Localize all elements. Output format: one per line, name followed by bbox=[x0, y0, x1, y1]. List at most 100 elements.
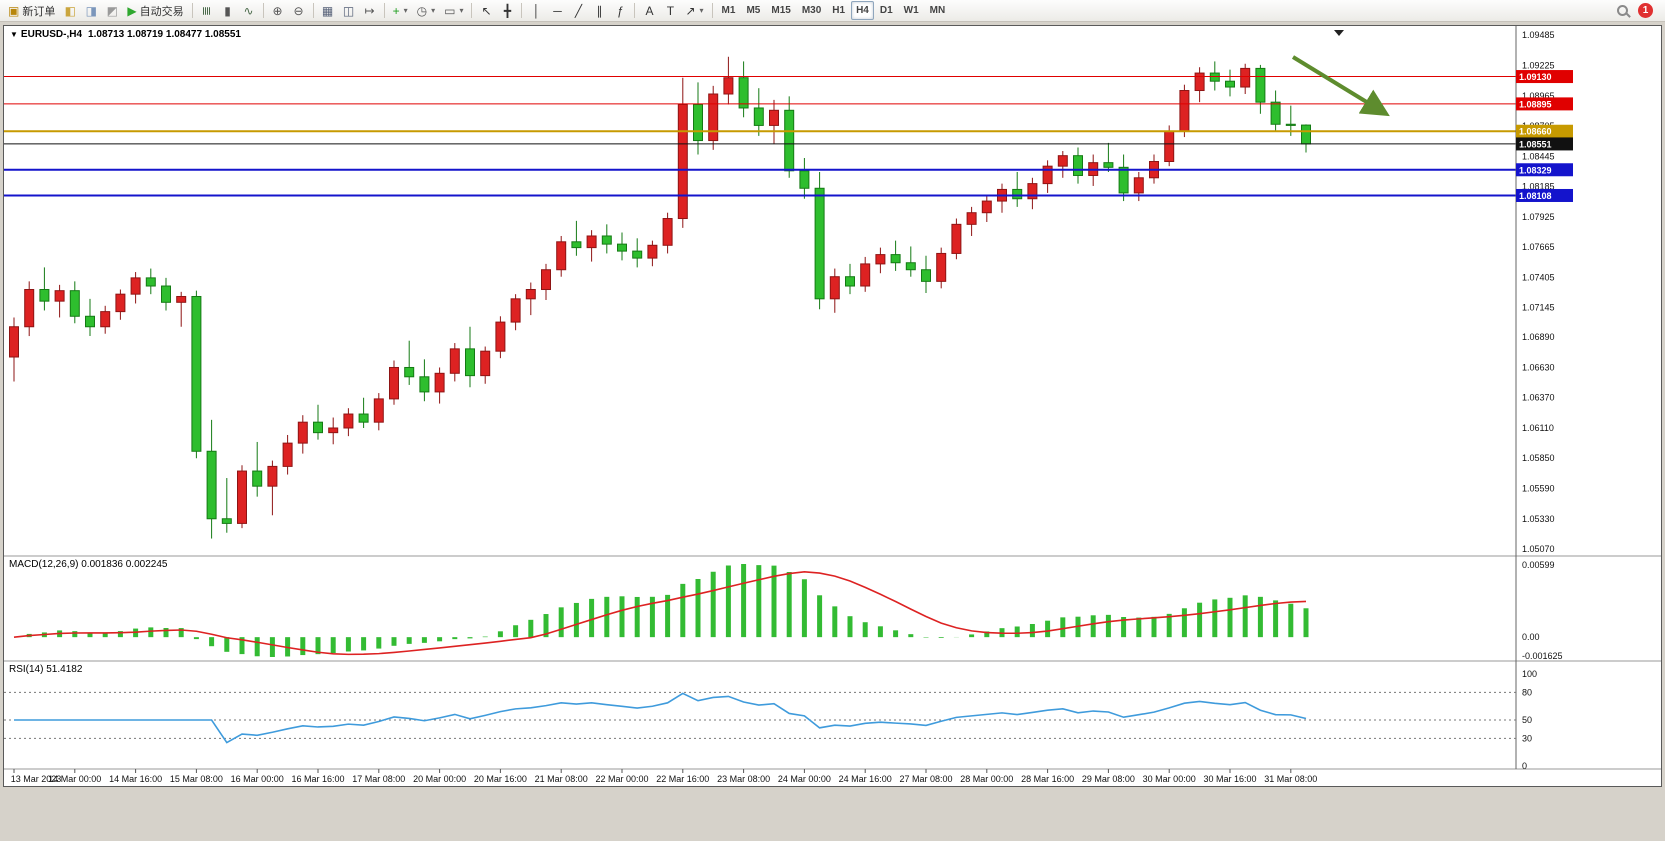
candle-body bbox=[708, 93, 719, 142]
crosshair-button[interactable]: ╋ bbox=[497, 1, 517, 20]
search-icon[interactable] bbox=[1617, 5, 1628, 16]
arrows-icon: ↗ bbox=[685, 3, 696, 18]
candle-body bbox=[465, 348, 475, 377]
periods-button[interactable]: ◷ ▾ bbox=[413, 1, 440, 20]
navigator-button[interactable]: ◩ bbox=[102, 1, 122, 20]
cascade-windows-button[interactable]: ◫ bbox=[339, 1, 359, 20]
timeframe-d1-button[interactable]: D1 bbox=[875, 1, 898, 20]
new-order-button[interactable]: ▣ 新订单 bbox=[4, 1, 59, 20]
timeframe-m5-button[interactable]: M5 bbox=[741, 1, 765, 20]
zoom-in-button[interactable]: ⊕ bbox=[268, 1, 288, 20]
chart-canvas[interactable]: 1.094851.092251.089651.087051.084451.081… bbox=[4, 26, 1661, 786]
indicators-button[interactable]: + ▾ bbox=[389, 1, 412, 20]
time-axis-label: 14 Mar 00:00 bbox=[48, 774, 101, 784]
timeframe-w1-button[interactable]: W1 bbox=[899, 1, 924, 20]
candle-body bbox=[571, 241, 582, 249]
market-watch-button[interactable]: ◧ bbox=[60, 1, 80, 20]
macd-axis-label: 0.00599 bbox=[1522, 560, 1555, 570]
bar-chart-button[interactable]: ≣ bbox=[197, 1, 217, 20]
timeframe-m15-button[interactable]: M15 bbox=[766, 1, 795, 20]
price-axis[interactable]: 1.094851.092251.089651.087051.084451.081… bbox=[1516, 30, 1573, 554]
candle-body bbox=[1209, 72, 1220, 82]
tile-windows-button[interactable]: ▦ bbox=[318, 1, 338, 20]
candle-body bbox=[191, 295, 202, 452]
candle-body bbox=[966, 212, 977, 225]
price-tag bbox=[1516, 97, 1573, 111]
price-axis-label: 1.08965 bbox=[1522, 91, 1555, 101]
notification-badge[interactable]: 1 bbox=[1638, 3, 1653, 18]
dropdown-arrow-icon: ▾ bbox=[459, 6, 464, 15]
time-axis-label: 13 Mar 2023 bbox=[11, 774, 62, 784]
line-chart-button[interactable]: ∿ bbox=[239, 1, 259, 20]
chart-window: 1.094851.092251.089651.087051.084451.081… bbox=[3, 25, 1662, 787]
fibonacci-button[interactable]: ƒ bbox=[610, 1, 630, 20]
one-click-trading-toggle-icon[interactable]: ▼ bbox=[10, 30, 18, 39]
candle-body bbox=[480, 350, 491, 377]
toolbar-separator bbox=[312, 3, 314, 18]
text-button[interactable]: A bbox=[639, 1, 659, 20]
equidistant-channel-button[interactable]: ∥ bbox=[589, 1, 609, 20]
timeframe-mn-button[interactable]: MN bbox=[925, 1, 951, 20]
timeframe-m30-button[interactable]: M30 bbox=[797, 1, 826, 20]
chart-shift-marker[interactable] bbox=[1334, 30, 1344, 36]
vertical-line-icon: │ bbox=[532, 3, 541, 18]
candle-body bbox=[784, 109, 795, 172]
candle-body bbox=[981, 200, 992, 214]
price-tag bbox=[1516, 163, 1573, 177]
rsi-axis-label: 50 bbox=[1522, 715, 1532, 725]
candlestick-chart-button[interactable]: ▮ bbox=[218, 1, 238, 20]
candle-body bbox=[115, 293, 126, 313]
candle-body bbox=[237, 470, 247, 524]
zoom-out-button[interactable]: ⊖ bbox=[289, 1, 309, 20]
price-axis-label: 1.05590 bbox=[1522, 484, 1555, 494]
arrows-button[interactable]: ↗ ▾ bbox=[681, 1, 707, 20]
chart-shift-button[interactable]: ↦ bbox=[360, 1, 380, 20]
candle-body bbox=[1164, 130, 1175, 162]
rsi-panel: 100 80 50 30 0 bbox=[4, 669, 1537, 771]
line-chart-icon: ∿ bbox=[243, 3, 254, 18]
candle-body bbox=[1255, 67, 1266, 103]
horizontal-line-objects[interactable] bbox=[4, 76, 1516, 197]
indicators-icon: + bbox=[392, 3, 400, 18]
candle-body bbox=[769, 109, 779, 126]
price-tag-label: 1.08551 bbox=[1519, 139, 1552, 149]
candle-body bbox=[951, 223, 962, 254]
trendline-button[interactable]: ╱ bbox=[568, 1, 588, 20]
candle-body bbox=[1073, 155, 1083, 176]
macd-panel: 0.00599 0.00 -0.001625 bbox=[13, 560, 1563, 661]
timeframe-d1-button-label: D1 bbox=[879, 5, 893, 16]
timeframe-h4-button[interactable]: H4 bbox=[851, 1, 874, 20]
candle-body bbox=[723, 77, 734, 95]
price-axis-label: 1.06110 bbox=[1522, 423, 1554, 433]
time-axis-label: 30 Mar 16:00 bbox=[1203, 774, 1256, 784]
candle-body bbox=[9, 326, 19, 358]
time-axis-label: 15 Mar 08:00 bbox=[170, 774, 223, 784]
macd-signal-line bbox=[13, 571, 1307, 656]
price-tag-label: 1.08660 bbox=[1519, 127, 1552, 137]
cursor-button[interactable]: ↖ bbox=[476, 1, 496, 20]
vertical-line-button[interactable]: │ bbox=[526, 1, 546, 20]
price-axis-label: 1.06630 bbox=[1522, 362, 1555, 372]
arrow-annotation[interactable] bbox=[1291, 55, 1390, 117]
candle-body bbox=[389, 366, 399, 400]
horizontal-line-button[interactable]: ─ bbox=[547, 1, 567, 20]
candle-body bbox=[130, 277, 141, 295]
chart-title: ▼ EURUSD-,H4 1.08713 1.08719 1.08477 1.085… bbox=[10, 29, 241, 40]
crosshair-icon: ╋ bbox=[503, 3, 512, 18]
candle-body bbox=[845, 276, 855, 287]
dropdown-arrow-icon: ▾ bbox=[403, 6, 408, 15]
timeframe-m1-button[interactable]: M1 bbox=[717, 1, 741, 20]
time-axis-label: 14 Mar 16:00 bbox=[109, 774, 162, 784]
data-window-button[interactable]: ◨ bbox=[81, 1, 101, 20]
text-label-button[interactable]: T bbox=[660, 1, 680, 20]
timeframe-h1-button[interactable]: H1 bbox=[827, 1, 850, 20]
rsi-line bbox=[14, 692, 1307, 744]
cascade-windows-icon: ◫ bbox=[342, 3, 355, 18]
candle-body bbox=[738, 77, 749, 109]
autotrading-button[interactable]: ▶ 自动交易 bbox=[123, 1, 187, 20]
autotrading-button-label: 自动交易 bbox=[139, 5, 184, 18]
templates-button[interactable]: ▭ ▾ bbox=[440, 1, 467, 20]
candle-body bbox=[282, 442, 293, 467]
cursor-icon: ↖ bbox=[481, 3, 492, 18]
